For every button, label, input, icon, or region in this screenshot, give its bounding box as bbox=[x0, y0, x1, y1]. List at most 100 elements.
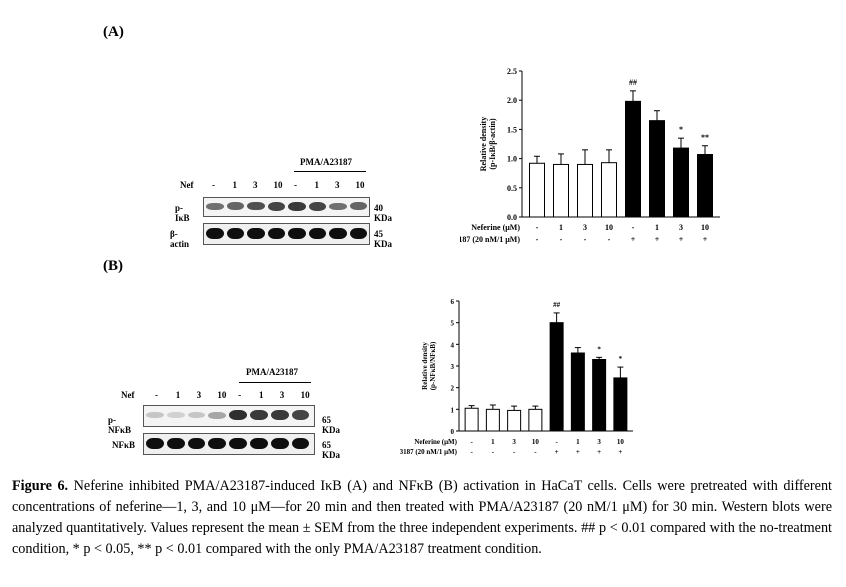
lane-label: 10 bbox=[355, 180, 365, 190]
bar bbox=[507, 409, 522, 432]
neferine-value: 3 bbox=[583, 223, 587, 232]
blot-band bbox=[229, 410, 247, 420]
blot-row-label: β-actin bbox=[170, 229, 189, 249]
y-tick-label: 0.5 bbox=[507, 184, 517, 193]
panel-b-label: (B) bbox=[103, 258, 123, 274]
blot-band bbox=[291, 410, 310, 420]
bar bbox=[697, 154, 713, 218]
neferine-value: 10 bbox=[532, 438, 540, 446]
blot-band bbox=[288, 228, 306, 239]
blot-band bbox=[206, 203, 224, 210]
pma-row-label: PMA/A23187 (20 nM/1 μM) bbox=[400, 448, 458, 456]
pma-row-label: PMA/A23187 (20 nM/1 μM) bbox=[460, 235, 520, 244]
blot-band bbox=[349, 228, 367, 239]
bar bbox=[625, 100, 641, 218]
neferine-value: - bbox=[470, 438, 473, 446]
lane-label: 3 bbox=[253, 180, 258, 190]
y-tick-label: 1.0 bbox=[507, 155, 517, 164]
significance-label: ** bbox=[701, 133, 709, 142]
neferine-row-label: Neferine (μM) bbox=[471, 223, 520, 232]
lane-label: 3 bbox=[196, 390, 202, 400]
blot-band bbox=[146, 438, 164, 449]
neferine-value: - bbox=[632, 223, 635, 232]
figure-label: Figure 6. bbox=[12, 478, 69, 494]
pma-value: + bbox=[555, 448, 559, 456]
blot-band bbox=[329, 228, 347, 239]
neferine-value: 1 bbox=[576, 438, 580, 446]
pma-value: - bbox=[536, 235, 539, 244]
y-tick-label: 2 bbox=[451, 385, 455, 393]
blot-band bbox=[226, 202, 244, 210]
caption-text: Neferine inhibited PMA/A23187-induced Iκ… bbox=[12, 478, 832, 557]
bar-chart-b: 0 1 2 3 4 5 6 Relative density (p-NFκB/NFκB) - - 1 -… bbox=[400, 298, 633, 456]
pma-group-label: PMA/A23187 bbox=[246, 367, 298, 377]
pma-value: + bbox=[679, 235, 684, 244]
blot-band bbox=[267, 228, 285, 239]
y-tick-label: 3 bbox=[451, 363, 455, 371]
y-axis-label: (p-NFκB/NFκB) bbox=[429, 341, 437, 390]
pma-value: - bbox=[584, 235, 587, 244]
blot-band bbox=[247, 202, 265, 210]
blot-size-label: 65 KDa bbox=[322, 415, 340, 435]
blot-band bbox=[288, 202, 306, 211]
y-tick-label: 0 bbox=[451, 428, 455, 436]
blot-band bbox=[226, 228, 244, 239]
pma-value: + bbox=[631, 235, 636, 244]
neferine-value: 3 bbox=[679, 223, 683, 232]
y-tick-label: 6 bbox=[451, 298, 455, 306]
figure-caption: Figure 6. Neferine inhibited PMA/A23187-… bbox=[12, 476, 832, 560]
blot-row-label: p-IκB bbox=[175, 203, 190, 223]
blot-row-label: p-NFκB bbox=[108, 415, 131, 435]
significance-label: ## bbox=[553, 301, 561, 309]
bar bbox=[570, 352, 585, 432]
pma-value: + bbox=[703, 235, 708, 244]
neferine-value: 1 bbox=[491, 438, 495, 446]
blot-strip bbox=[203, 197, 370, 217]
neferine-value: 10 bbox=[605, 223, 613, 232]
bar bbox=[529, 162, 545, 218]
blot-band bbox=[270, 410, 289, 420]
neferine-value: 10 bbox=[701, 223, 709, 232]
bar bbox=[577, 163, 593, 218]
significance-label: ## bbox=[629, 78, 637, 87]
lane-label: 1 bbox=[314, 180, 320, 190]
blot-band bbox=[250, 410, 268, 420]
bar-chart-a: 0.0 0.5 1.0 1.5 2.0 2.5 Relative density (p-IκB… bbox=[460, 67, 720, 244]
pma-value: - bbox=[492, 448, 495, 456]
bar bbox=[673, 147, 689, 218]
y-axis-label: Relative density bbox=[479, 117, 488, 171]
neferine-row-label: Neferine (μM) bbox=[414, 438, 457, 446]
pma-value: - bbox=[534, 448, 537, 456]
blot-strip bbox=[143, 433, 315, 455]
blot-band bbox=[206, 228, 224, 239]
bar bbox=[464, 407, 479, 432]
lane-label: 10 bbox=[217, 390, 227, 400]
y-tick-label: 2.0 bbox=[507, 96, 517, 105]
lane-label: - bbox=[238, 390, 242, 400]
blot-band bbox=[166, 412, 185, 418]
significance-label: * bbox=[597, 345, 601, 353]
panel-a-label: (A) bbox=[103, 24, 124, 40]
neferine-value: 1 bbox=[559, 223, 563, 232]
bar bbox=[485, 408, 500, 432]
blot-band bbox=[229, 438, 247, 449]
y-tick-label: 1 bbox=[451, 406, 455, 414]
neferine-value: 3 bbox=[597, 438, 601, 446]
y-axis-label: Relative density bbox=[421, 342, 429, 390]
bar bbox=[601, 162, 617, 218]
pma-value: - bbox=[470, 448, 473, 456]
blot-band bbox=[329, 203, 347, 210]
blot-row-label: NFκB bbox=[112, 440, 135, 450]
blot-band bbox=[349, 202, 367, 210]
nef-row-label: Nef bbox=[121, 390, 135, 400]
pma-value: + bbox=[597, 448, 601, 456]
blot-band bbox=[308, 202, 326, 211]
pma-value: + bbox=[576, 448, 580, 456]
blot-band bbox=[187, 438, 206, 449]
blot-band bbox=[187, 412, 206, 418]
blot-strip bbox=[143, 405, 315, 427]
blot-band bbox=[146, 412, 164, 418]
blot-band bbox=[247, 228, 265, 239]
bar bbox=[528, 408, 543, 432]
neferine-value: - bbox=[555, 438, 558, 446]
